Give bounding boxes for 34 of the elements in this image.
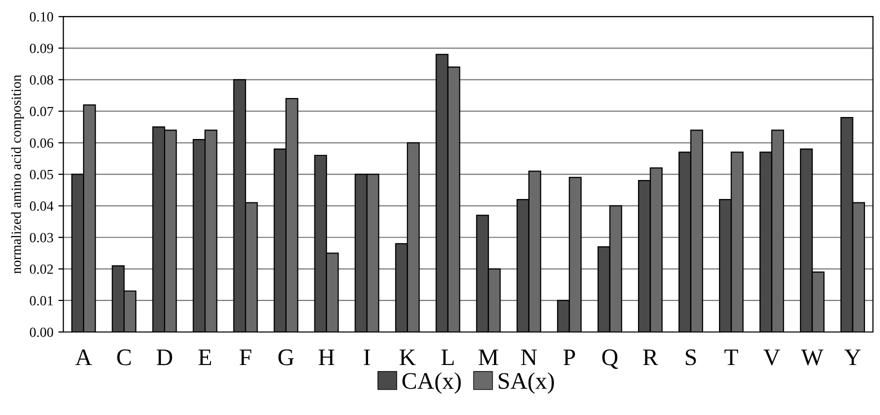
- y-tick-label: 0.03: [30, 232, 54, 242]
- x-tick-label: N: [521, 350, 537, 366]
- x-tick-label: A: [75, 349, 92, 366]
- y-tick-label: 0.10: [30, 12, 54, 22]
- x-tick-label: K: [400, 350, 416, 366]
- x-tick-label: F: [240, 350, 252, 366]
- x-tick-label: Y: [844, 350, 861, 366]
- y-axis-title: normalized amino acid composition: [11, 74, 24, 274]
- y-tick-label: 0.00: [30, 328, 54, 338]
- x-tick-label: M: [478, 350, 498, 366]
- x-tick-label: L: [441, 350, 454, 366]
- x-tick-label: H: [318, 350, 334, 366]
- x-tick-label: D: [156, 350, 172, 366]
- y-tick-label: 0.04: [30, 201, 54, 211]
- x-tick-label: C: [117, 349, 131, 366]
- y-tick-label: 0.01: [30, 296, 53, 306]
- x-tick-label: Q: [602, 349, 618, 369]
- x-tick-label: R: [643, 350, 658, 366]
- x-tick-label: V: [764, 350, 780, 366]
- y-tick-label: 0.07: [30, 106, 54, 116]
- y-tick-label: 0.06: [30, 138, 54, 148]
- y-tick-label: 0.09: [30, 44, 54, 54]
- x-tick-label: T: [724, 350, 738, 366]
- x-tick-label: G: [278, 349, 294, 366]
- x-tick-label: I: [364, 350, 370, 366]
- legend-label: SA(x): [498, 372, 554, 394]
- y-tick-label: 0.02: [30, 264, 53, 274]
- x-tick-label: W: [801, 350, 824, 366]
- y-tick-label: 0.05: [30, 170, 54, 180]
- x-tick-label: S: [686, 349, 696, 366]
- y-tick-label: 0.08: [30, 75, 54, 85]
- legend-label: CA(x): [402, 372, 461, 394]
- x-tick-label: E: [198, 350, 212, 366]
- x-tick-label: P: [563, 350, 575, 366]
